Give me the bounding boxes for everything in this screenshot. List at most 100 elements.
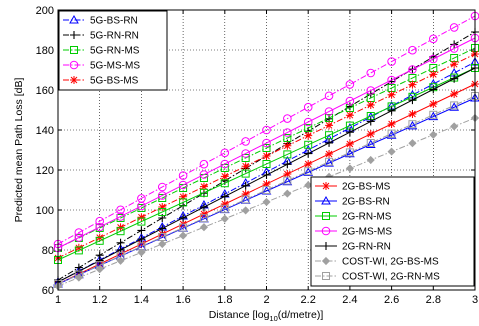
legend-box (310, 176, 475, 287)
x-tick-label: 2.8 (426, 294, 441, 306)
y-tick-label: 120 (36, 165, 54, 177)
series-marker (158, 224, 167, 233)
legend-entry: COST-WI, 2G-RN-MS (315, 272, 440, 283)
legend-marker (322, 182, 330, 190)
series-marker (429, 100, 438, 108)
series-marker (137, 242, 146, 251)
legend-marker (322, 242, 330, 250)
legends: 5G-BS-RN 5G-RN-RN 5G-RN-MS 5G-MS-MS 5G-BS-MS… (58, 10, 475, 287)
legend-marker (322, 212, 330, 220)
series-2g-ms-ms (53, 33, 479, 253)
series-marker (116, 238, 125, 247)
y-tick-label: 140 (36, 125, 54, 137)
series-marker (116, 251, 125, 260)
legend-label: 2G-BS-MS (342, 182, 391, 193)
x-tick-label: 3 (472, 294, 478, 306)
series-marker (366, 130, 375, 138)
legend-marker (70, 76, 78, 84)
series-marker (137, 226, 146, 235)
series-layer (53, 11, 479, 291)
series-marker (345, 148, 355, 158)
series-marker (408, 96, 417, 105)
series-marker (178, 171, 188, 180)
series-marker (137, 213, 146, 222)
series-marker (303, 102, 313, 112)
series-marker (366, 86, 376, 95)
series-marker (283, 150, 292, 159)
y-tick-label: 100 (36, 205, 54, 217)
series-marker (366, 117, 375, 126)
series-marker (220, 214, 229, 223)
legend-bottom-right: 2G-BS-MS 2G-BS-RN 2G-RN-MS 2G-MS-MS 2G-RN-RN… (310, 176, 475, 287)
x-axis-label-subscript: 10 (269, 314, 277, 323)
legend-label: 5G-MS-MS (90, 61, 140, 72)
legend-entry: 2G-RN-MS (315, 212, 392, 223)
series-marker (241, 190, 250, 198)
series-marker (137, 235, 146, 244)
series-marker (220, 159, 230, 169)
series-marker (408, 80, 417, 89)
series-marker (324, 91, 334, 101)
series-marker (158, 203, 167, 211)
series-marker (137, 217, 146, 226)
series-marker (262, 197, 271, 207)
series-marker (179, 213, 188, 222)
series-marker (429, 34, 438, 44)
x-tick-label: 1.4 (134, 294, 149, 306)
legend-entry: 5G-RN-RN (63, 31, 139, 42)
series-marker (262, 152, 271, 160)
series-marker (449, 102, 460, 111)
y-tick-label: 60 (42, 285, 54, 297)
series-marker (158, 208, 167, 216)
legend-marker (321, 226, 331, 236)
series-marker (116, 250, 125, 258)
series-marker (283, 134, 292, 142)
series-marker (325, 138, 334, 147)
legend-entry: 5G-BS-RN (63, 14, 138, 27)
series-marker (325, 121, 334, 130)
series-marker (345, 80, 355, 89)
legend-label: COST-WI, 2G-BS-MS (342, 257, 439, 268)
legend-entry: 5G-BS-MS (63, 76, 139, 87)
series-marker (199, 203, 208, 212)
series-marker (408, 139, 417, 148)
series-marker (74, 243, 83, 252)
legend-marker (321, 195, 331, 205)
series-marker (324, 107, 334, 116)
legend-label: 5G-BS-RN (90, 16, 138, 27)
series-marker (241, 169, 250, 178)
y-tick-label: 80 (42, 245, 54, 257)
series-marker (429, 85, 438, 94)
legend-entry: 2G-MS-MS (315, 227, 392, 238)
series-marker (220, 148, 230, 158)
series-line (57, 97, 476, 285)
series-marker (116, 227, 125, 236)
series-cost-wi-2g-rn-ms (54, 92, 479, 288)
series-marker (366, 101, 375, 109)
series-marker (450, 74, 459, 83)
series-marker (262, 160, 271, 168)
series-marker (116, 212, 125, 221)
series-marker (303, 167, 314, 176)
series-marker (158, 233, 167, 241)
series-marker (366, 155, 375, 165)
series-marker (241, 181, 250, 190)
series-marker (450, 101, 459, 110)
x-tick-label: 2.6 (384, 294, 399, 306)
legend-label: 5G-BS-MS (90, 76, 139, 87)
series-marker (408, 65, 417, 74)
series-marker (449, 23, 459, 32)
series-marker (283, 128, 292, 137)
series-marker (95, 261, 104, 270)
series-marker (241, 162, 250, 171)
series-marker (241, 195, 250, 204)
series-marker (178, 180, 188, 190)
series-marker (325, 150, 334, 158)
x-axis-label: Distance [log10(d/metre)] (209, 309, 324, 323)
series-marker (199, 170, 209, 179)
legend-label: COST-WI, 2G-RN-MS (342, 272, 440, 283)
legend-marker (69, 14, 79, 24)
x-tick-label: 2.4 (342, 294, 357, 306)
series-marker (304, 160, 313, 168)
series-marker (366, 139, 375, 147)
